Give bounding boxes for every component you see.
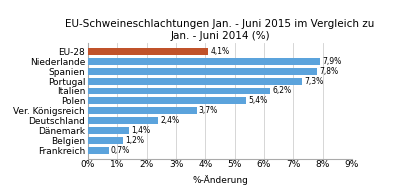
Bar [88,107,196,114]
Bar [88,137,123,144]
Text: 1,4%: 1,4% [132,126,150,135]
Bar [88,48,208,55]
Text: 3,7%: 3,7% [199,106,218,115]
Text: 2,4%: 2,4% [161,116,180,125]
Text: 7,3%: 7,3% [304,77,324,86]
Text: 0,7%: 0,7% [111,146,130,155]
Text: 7,9%: 7,9% [322,57,341,66]
Text: 4,1%: 4,1% [211,47,230,56]
Bar [88,97,246,104]
Text: 5,4%: 5,4% [249,96,268,105]
Text: 1,2%: 1,2% [126,136,144,145]
Bar [88,68,317,75]
Text: 6,2%: 6,2% [272,87,291,95]
Bar [88,87,270,94]
X-axis label: %-Änderung: %-Änderung [192,175,248,185]
Bar [88,78,302,85]
Bar [88,58,320,65]
Title: EU-Schweineschlachtungen Jan. - Juni 2015 im Vergleich zu
Jan. - Juni 2014 (%): EU-Schweineschlachtungen Jan. - Juni 201… [65,19,375,41]
Bar [88,117,158,124]
Text: 7,8%: 7,8% [319,67,338,76]
Bar [88,127,129,134]
Bar [88,147,108,154]
